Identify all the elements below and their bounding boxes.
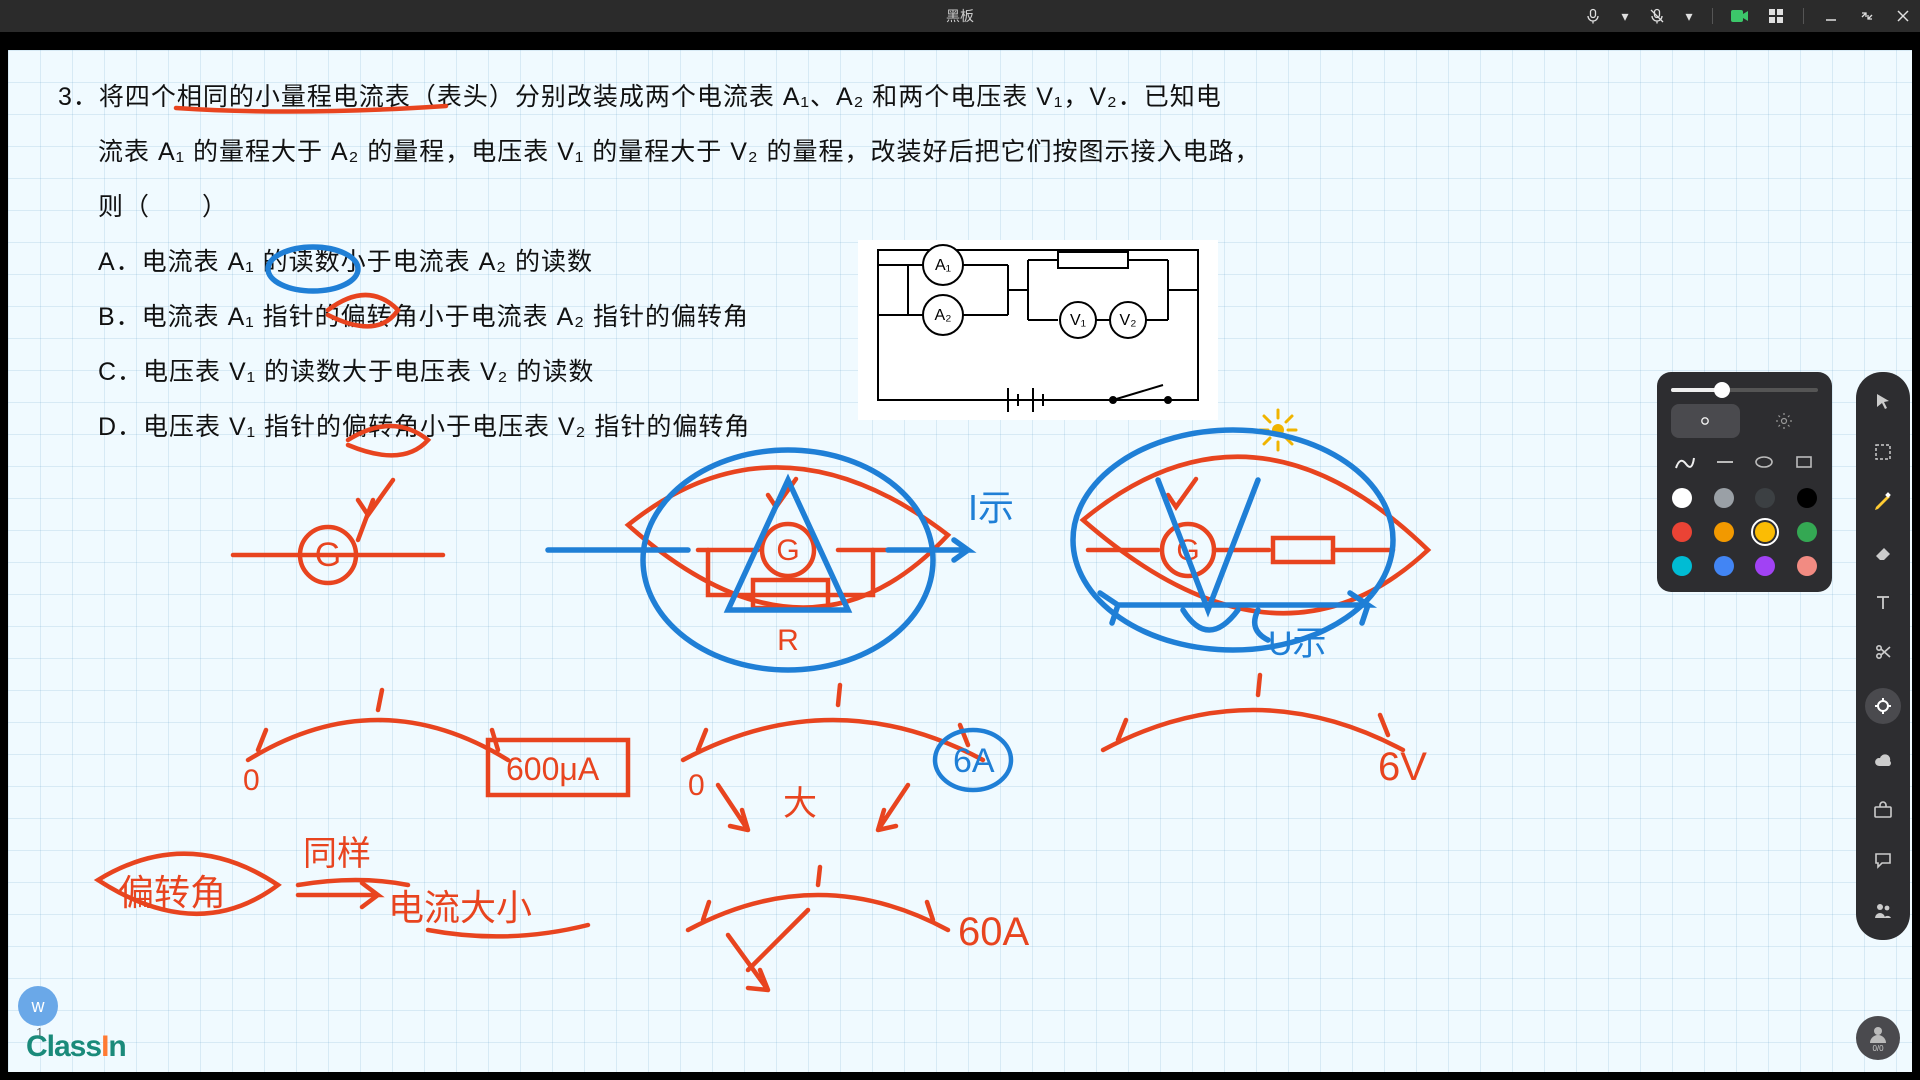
chat-tool[interactable]	[1869, 846, 1897, 874]
color-swatch[interactable]	[1797, 556, 1817, 576]
stroke-width-slider[interactable]	[1671, 388, 1818, 392]
people-tool[interactable]	[1869, 896, 1897, 924]
stroke-curve-icon[interactable]	[1671, 450, 1699, 474]
grid-icon[interactable]	[1767, 7, 1785, 25]
brightness-high-button[interactable]	[1750, 404, 1819, 438]
stroke-rect-icon[interactable]	[1790, 450, 1818, 474]
laser-tool[interactable]	[1865, 688, 1901, 724]
eraser-tool[interactable]	[1869, 538, 1897, 566]
stroke-line-icon[interactable]	[1711, 450, 1739, 474]
color-swatch[interactable]	[1755, 522, 1775, 542]
window-title: 黑板	[946, 6, 974, 26]
maximize-icon[interactable]	[1858, 7, 1876, 25]
color-swatch[interactable]	[1797, 522, 1817, 542]
color-swatch[interactable]	[1714, 556, 1734, 576]
svg-text:A₁: A₁	[935, 257, 951, 274]
svg-text:V₂: V₂	[1120, 312, 1137, 329]
problem-stem-1: 将四个相同的小量程电流表（表头）分别改装成两个电流表 A₁、A₂ 和两个电压表 …	[99, 83, 1222, 111]
minimize-icon[interactable]	[1822, 7, 1840, 25]
pen-tool[interactable]	[1869, 488, 1897, 516]
participant-avatar[interactable]: 0/0	[1856, 1016, 1900, 1060]
color-swatch[interactable]	[1755, 488, 1775, 508]
color-swatch[interactable]	[1672, 522, 1692, 542]
circuit-diagram: A₁ A₂ V₁ V₂	[858, 240, 1218, 420]
scissors-tool[interactable]	[1869, 638, 1897, 666]
stage: 3．将四个相同的小量程电流表（表头）分别改装成两个电流表 A₁、A₂ 和两个电压…	[0, 32, 1920, 1080]
titlebar: 黑板 ▾ ▾	[0, 0, 1920, 32]
tool-sidebar	[1856, 372, 1910, 940]
pen-toolbar	[1657, 372, 1832, 592]
color-swatch[interactable]	[1755, 556, 1775, 576]
user-avatar[interactable]: w	[18, 986, 58, 1026]
brand-logo: ClassIn	[26, 1030, 126, 1064]
brightness-low-button[interactable]	[1671, 404, 1740, 438]
color-swatch[interactable]	[1672, 556, 1692, 576]
titlebar-controls: ▾ ▾	[1584, 7, 1912, 25]
toolbox-tool[interactable]	[1869, 796, 1897, 824]
color-swatch[interactable]	[1714, 488, 1734, 508]
mic-off-icon[interactable]	[1648, 7, 1666, 25]
stroke-ellipse-icon[interactable]	[1750, 450, 1778, 474]
select-tool[interactable]	[1869, 438, 1897, 466]
svg-text:V₁: V₁	[1070, 312, 1086, 329]
problem-stem-2: 流表 A₁ 的量程大于 A₂ 的量程，电压表 V₁ 的量程大于 V₂ 的量程，改…	[58, 125, 1318, 180]
chevron-down-icon[interactable]: ▾	[1620, 7, 1630, 25]
chevron-down-icon[interactable]: ▾	[1684, 7, 1694, 25]
camera-icon[interactable]	[1731, 7, 1749, 25]
svg-text:A₂: A₂	[935, 307, 952, 324]
problem-number: 3．	[58, 83, 99, 111]
cursor-tool[interactable]	[1869, 388, 1897, 416]
color-palette	[1671, 488, 1818, 576]
problem-stem-3: 则（ ）	[58, 180, 1318, 235]
close-icon[interactable]	[1894, 7, 1912, 25]
mic-icon[interactable]	[1584, 7, 1602, 25]
cloud-tool[interactable]	[1869, 746, 1897, 774]
whiteboard[interactable]: 3．将四个相同的小量程电流表（表头）分别改装成两个电流表 A₁、A₂ 和两个电压…	[8, 50, 1912, 1072]
color-swatch[interactable]	[1797, 488, 1817, 508]
color-swatch[interactable]	[1672, 488, 1692, 508]
text-tool[interactable]	[1869, 588, 1897, 616]
color-swatch[interactable]	[1714, 522, 1734, 542]
